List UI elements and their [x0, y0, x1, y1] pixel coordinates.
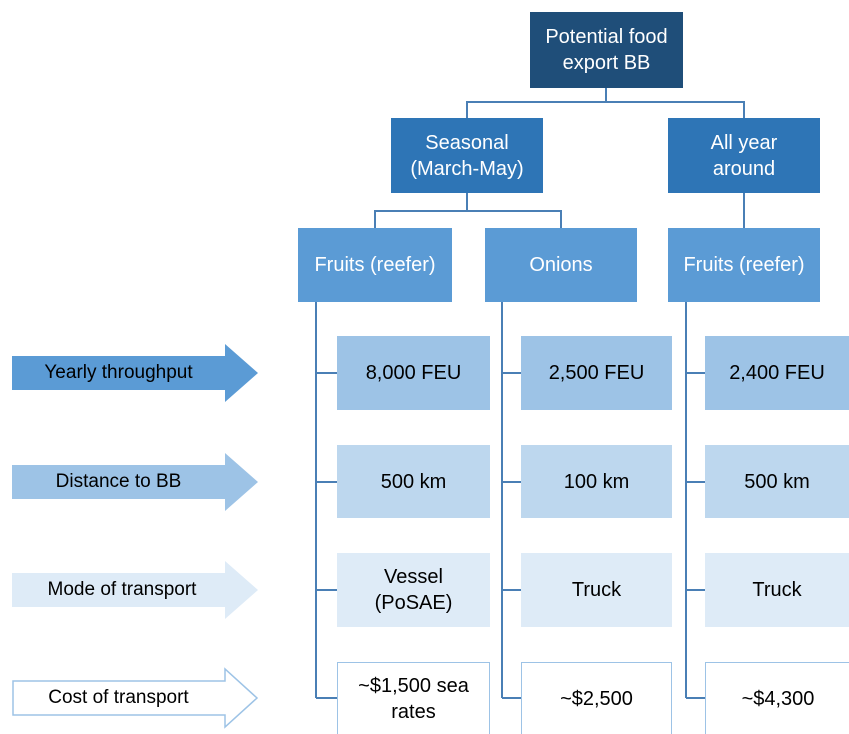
cell: 100 km	[521, 445, 672, 518]
root-node: Potential food export BB	[530, 12, 683, 88]
branch-node: Seasonal (March-May)	[391, 118, 543, 193]
row-label: Cost of transport	[48, 687, 189, 708]
cell: 8,000 FEU	[337, 336, 490, 410]
product-node: Onions	[485, 228, 637, 302]
product-node: Fruits (reefer)	[298, 228, 452, 302]
row-arrow	[12, 561, 258, 619]
connector	[606, 101, 745, 118]
connector	[316, 372, 705, 699]
connector	[466, 88, 607, 118]
cell: 500 km	[705, 445, 849, 518]
cell: 2,500 FEU	[521, 336, 672, 410]
row-label: Yearly throughput	[44, 362, 193, 383]
cell: ~$1,500 sea rates	[337, 662, 490, 734]
cell: Vessel (PoSAE)	[337, 553, 490, 627]
cell: Truck	[521, 553, 672, 627]
row-arrow	[12, 453, 258, 511]
connector	[374, 193, 468, 228]
cell: 500 km	[337, 445, 490, 518]
row-arrow	[12, 344, 258, 402]
cell: ~$2,500	[521, 662, 672, 734]
row-label: Distance to BB	[55, 471, 182, 492]
cell: 2,400 FEU	[705, 336, 849, 410]
row-label: Mode of transport	[47, 579, 197, 600]
cell: ~$4,300	[705, 662, 849, 734]
product-node: Fruits (reefer)	[668, 228, 820, 302]
branch-node: All year around	[668, 118, 820, 193]
connector	[467, 210, 562, 228]
cell: Truck	[705, 553, 849, 627]
row-arrow	[12, 667, 259, 729]
